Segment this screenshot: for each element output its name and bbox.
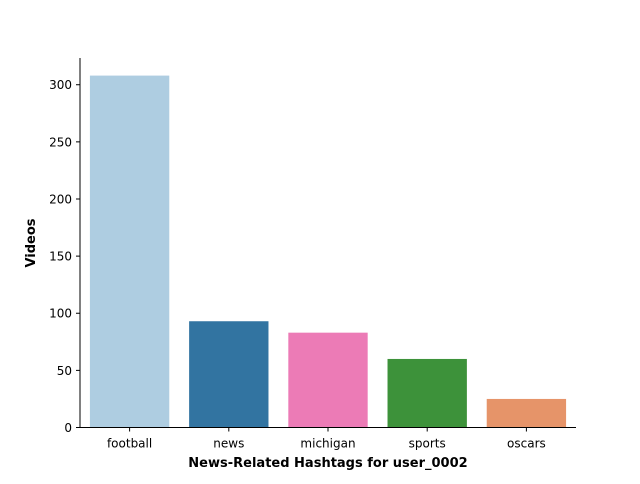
bar-oscars	[486, 398, 567, 428]
bar-news	[189, 321, 269, 428]
y-tick-label: 200	[49, 192, 72, 206]
bar-sports	[387, 358, 467, 428]
x-axis-label: News-Related Hashtags for user_0002	[188, 456, 467, 471]
y-axis-label: Videos	[24, 218, 39, 267]
y-tick-label: 150	[49, 250, 72, 264]
bars-layer	[89, 75, 567, 428]
y-tick-label: 100	[49, 307, 72, 321]
bar-football	[89, 75, 170, 428]
x-tick-label: michigan	[300, 437, 355, 451]
y-tick-label: 50	[57, 364, 72, 378]
bar-michigan	[288, 332, 368, 428]
x-tick-label: oscars	[507, 437, 546, 451]
x-axis-ticks: football news michigan sports oscars	[107, 427, 546, 451]
x-tick-label: sports	[409, 437, 446, 451]
y-tick-label: 250	[49, 135, 72, 149]
x-tick-label: football	[107, 437, 152, 451]
x-tick-label: news	[213, 437, 244, 451]
y-tick-label: 300	[49, 78, 72, 92]
y-tick-label: 0	[64, 421, 72, 435]
y-axis-ticks: 0 50 100 150 200 250 300	[49, 78, 80, 435]
